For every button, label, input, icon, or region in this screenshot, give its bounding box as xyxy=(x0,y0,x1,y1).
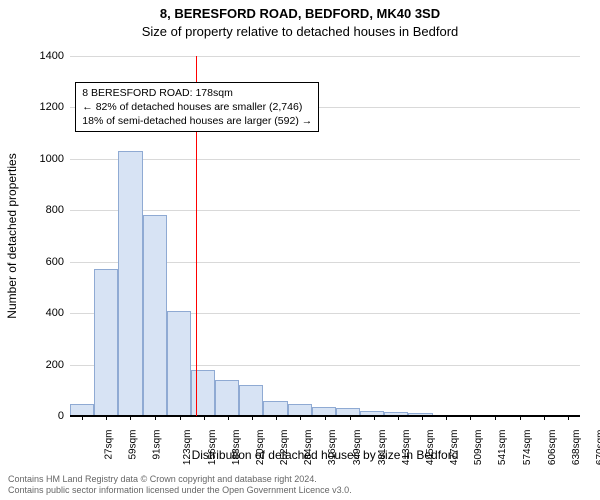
x-tick xyxy=(276,416,277,420)
x-tick-label: 381sqm xyxy=(377,430,388,466)
x-tick xyxy=(398,416,399,420)
x-tick xyxy=(350,416,351,420)
x-tick-label: 123sqm xyxy=(182,430,193,466)
annotation-box: 8 BERESFORD ROAD: 178sqm← 82% of detache… xyxy=(75,82,319,133)
x-tick-label: 606sqm xyxy=(547,430,558,466)
x-tick-label: 477sqm xyxy=(449,430,460,466)
x-tick xyxy=(300,416,301,420)
x-tick-label: 220sqm xyxy=(255,430,266,466)
x-tick-label: 316sqm xyxy=(328,430,339,466)
y-tick-label: 0 xyxy=(4,410,64,422)
footer-attribution: Contains HM Land Registry data © Crown c… xyxy=(8,474,352,496)
x-tick-label: 574sqm xyxy=(522,430,533,466)
chart-container: { "title_main": "8, BERESFORD ROAD, BEDF… xyxy=(0,0,600,500)
x-tick xyxy=(422,416,423,420)
x-tick xyxy=(495,416,496,420)
x-tick xyxy=(520,416,521,420)
y-axis-title: Number of detached properties xyxy=(5,153,19,318)
x-tick xyxy=(446,416,447,420)
footer-line-2: Contains public sector information licen… xyxy=(8,485,352,496)
annotation-line: 8 BERESFORD ROAD: 178sqm xyxy=(82,86,312,100)
y-tick-label: 200 xyxy=(4,359,64,371)
x-tick-label: 638sqm xyxy=(571,430,582,466)
x-tick-label: 91sqm xyxy=(152,430,163,460)
histogram-bar xyxy=(239,385,263,416)
histogram-bar xyxy=(94,269,118,416)
x-tick xyxy=(374,416,375,420)
x-tick xyxy=(130,416,131,420)
x-tick-label: 284sqm xyxy=(303,430,314,466)
y-tick-label: 800 xyxy=(4,204,64,216)
plot-area: 8 BERESFORD ROAD: 178sqm← 82% of detache… xyxy=(70,56,580,416)
x-tick-label: 156sqm xyxy=(207,430,218,466)
annotation-line: ← 82% of detached houses are smaller (2,… xyxy=(82,100,312,114)
x-tick-label: 541sqm xyxy=(498,430,509,466)
y-tick-label: 1400 xyxy=(4,50,64,62)
x-tick xyxy=(544,416,545,420)
x-tick-label: 445sqm xyxy=(425,430,436,466)
x-tick xyxy=(155,416,156,420)
histogram-bar xyxy=(143,215,167,416)
x-tick xyxy=(252,416,253,420)
annotation-line: 18% of semi-detached houses are larger (… xyxy=(82,114,312,128)
x-tick xyxy=(470,416,471,420)
histogram-bar xyxy=(191,370,215,416)
histogram-bar xyxy=(167,311,191,416)
chart-title-sub: Size of property relative to detached ho… xyxy=(0,24,600,39)
x-tick xyxy=(180,416,181,420)
x-tick-label: 188sqm xyxy=(231,430,242,466)
histogram-bar xyxy=(215,380,239,416)
x-tick-label: 59sqm xyxy=(128,430,139,460)
x-tick xyxy=(325,416,326,420)
histogram-bar xyxy=(263,401,287,416)
y-gridline xyxy=(70,159,580,160)
y-tick-label: 1000 xyxy=(4,153,64,165)
chart-title-main: 8, BERESFORD ROAD, BEDFORD, MK40 3SD xyxy=(0,6,600,21)
x-tick-label: 252sqm xyxy=(279,430,290,466)
x-tick xyxy=(568,416,569,420)
y-tick-label: 1200 xyxy=(4,101,64,113)
y-tick-label: 400 xyxy=(4,307,64,319)
y-gridline xyxy=(70,56,580,57)
x-tick xyxy=(204,416,205,420)
x-tick-label: 349sqm xyxy=(352,430,363,466)
y-tick-label: 600 xyxy=(4,256,64,268)
x-tick-label: 670sqm xyxy=(595,430,600,466)
x-tick xyxy=(106,416,107,420)
histogram-bar xyxy=(118,151,142,416)
x-tick-label: 27sqm xyxy=(104,430,115,460)
footer-line-1: Contains HM Land Registry data © Crown c… xyxy=(8,474,352,485)
x-tick xyxy=(228,416,229,420)
y-gridline xyxy=(70,210,580,211)
x-tick-label: 413sqm xyxy=(401,430,412,466)
x-tick-label: 509sqm xyxy=(473,430,484,466)
x-tick xyxy=(82,416,83,420)
